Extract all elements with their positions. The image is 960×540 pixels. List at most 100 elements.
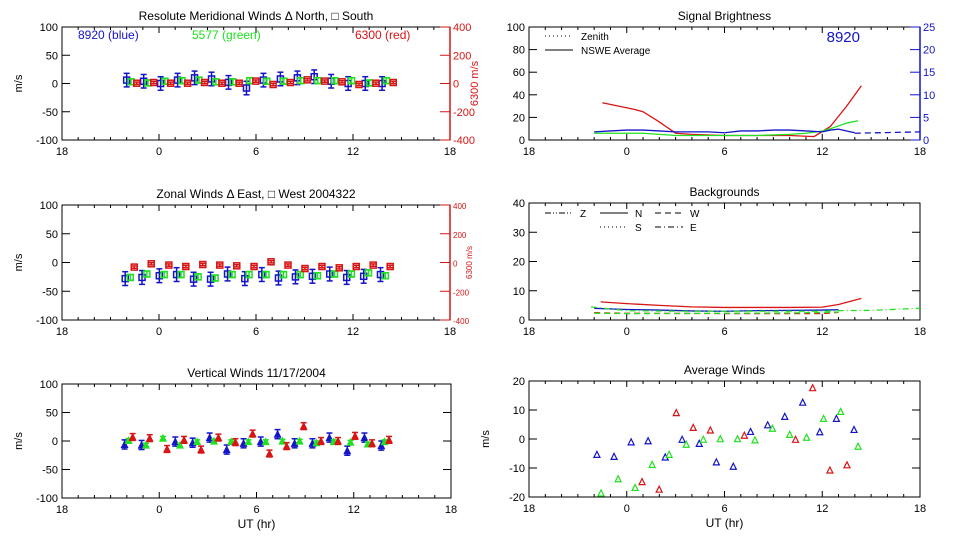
data-point-square [286,78,295,87]
x-tick-label: 0 [156,504,162,516]
data-point-square [296,270,305,279]
y-tick-label: -50 [42,107,58,119]
data-point-triangle [819,414,828,423]
x-tick-label: 6 [253,504,259,516]
x-tick-label: 18 [523,146,535,158]
chart-title: Vertical Winds 11/17/2004 [187,366,326,380]
annotation-label: 8920 [827,29,860,46]
data-point-triangle [648,460,657,469]
data-point-square [355,80,363,89]
right-y-tick-label: 200 [453,231,467,240]
data-point-triangle [644,436,653,445]
data-point-square [139,77,148,85]
data-point-triangle [299,421,308,430]
right-y-tick-label: -200 [453,288,470,297]
y-tick-label: 20 [513,257,525,269]
x-tick-label: 18 [56,146,68,158]
y-tick-label: 100 [507,22,525,34]
series-line [594,120,859,137]
data-point-triangle [785,430,794,438]
x-tick-label: 18 [523,326,535,338]
data-point-square [320,77,329,85]
data-point-triangle [843,460,851,469]
data-point-triangle [197,445,206,454]
data-point-triangle [780,412,789,420]
data-point-square [126,273,134,282]
y-tick-label: 0 [519,434,525,446]
data-point-square [245,270,253,279]
data-point-square [172,270,181,279]
data-point-square [149,78,158,87]
right-y-tick-label: 0 [453,260,458,269]
data-point-triangle [222,445,231,454]
data-point-triangle [712,457,721,466]
data-point-square [258,270,266,279]
y-tick-label: 60 [513,67,525,79]
data-point-triangle [141,440,150,449]
data-point-triangle [343,446,352,455]
data-point-triangle [244,437,253,446]
data-point-triangle [282,441,291,450]
data-point-triangle [273,429,282,438]
data-point-square [347,270,356,278]
data-point-triangle [699,434,708,443]
data-point-square [313,271,322,280]
series-5577-W [594,311,839,315]
data-point-triangle [248,429,257,438]
data-point-triangle [325,433,334,442]
data-point-triangle [295,436,304,445]
data-point-triangle [120,440,129,449]
annotation-label: 6300 (red) [355,28,410,42]
x-tick-label: 18 [445,504,457,516]
series-8920 [121,266,385,287]
data-point-triangle [655,484,664,493]
data-point-square [386,262,394,271]
data-point-square [242,84,251,92]
data-point-triangle [825,465,834,474]
right-y-tick-label: 25 [923,22,935,34]
x-axis-label: UT (hr) [706,516,744,530]
y-tick-label: 20 [513,376,525,388]
data-point-triangle [836,407,845,416]
y-tick-label: 100 [40,379,58,391]
data-point-square [330,76,339,85]
data-point-triangle [180,435,189,444]
data-point-triangle [360,433,369,442]
data-point-triangle [610,452,619,460]
data-point-square [147,260,155,268]
series-5577-E [590,306,921,312]
data-point-triangle [368,438,377,447]
x-tick-label: 6 [721,503,727,515]
data-point-square [235,79,243,87]
x-tick-label: 18 [56,326,68,338]
x-tick-label: 18 [56,504,68,516]
y-tick-label: -100 [36,493,58,505]
data-point-square [303,76,312,84]
data-point-square [155,271,164,280]
chart-title: Signal Brightness [678,9,771,23]
data-point-triangle [145,433,154,442]
data-point-triangle [377,441,386,450]
data-point-triangle [733,434,742,443]
x-tick-label: 18 [914,503,926,515]
data-point-square [267,258,275,266]
x-tick-label: 18 [914,146,926,158]
data-point-triangle [832,414,841,423]
y-axis-label: m/s [13,432,25,450]
x-tick-label: 0 [624,326,630,338]
x-tick-label: 6 [253,146,259,158]
chart-title: Zonal Winds Δ East, □ West 2004322 [156,187,355,201]
right-y-tick-label: -400 [453,317,470,326]
plot-frame [528,26,921,141]
data-point-triangle [128,432,137,441]
data-point-square [369,261,377,269]
data-point-square [389,78,398,87]
right-axis-label: 6300 m/s [465,246,474,279]
data-point-triangle [592,450,601,458]
x-tick-label: 0 [624,503,630,515]
data-point-triangle [850,425,858,434]
y-axis-label: m/s [480,430,492,448]
